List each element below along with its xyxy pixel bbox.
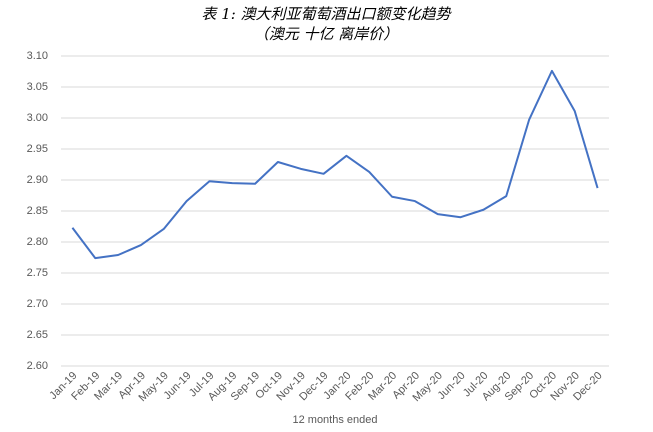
chart-title: 表 1: 澳大利亚葡萄酒出口额变化趋势 [201, 5, 452, 23]
y-tick-label: 3.00 [27, 112, 48, 124]
x-axis-label: 12 months ended [292, 414, 377, 426]
y-tick-label: 2.65 [27, 329, 48, 341]
y-tick-label: 2.80 [27, 236, 48, 248]
y-tick-label: 2.70 [27, 298, 48, 310]
y-tick-label: 2.85 [27, 205, 48, 217]
y-tick-label: 3.10 [27, 50, 48, 62]
y-tick-label: 2.90 [27, 174, 48, 186]
y-tick-label: 3.05 [27, 81, 48, 93]
chart-subtitle: （澳元 十亿 离岸价） [254, 25, 399, 43]
line-series [71, 69, 599, 260]
y-tick-label: 2.75 [27, 267, 48, 279]
y-tick-label: 2.60 [27, 360, 48, 372]
y-tick-label: 2.95 [27, 143, 48, 155]
